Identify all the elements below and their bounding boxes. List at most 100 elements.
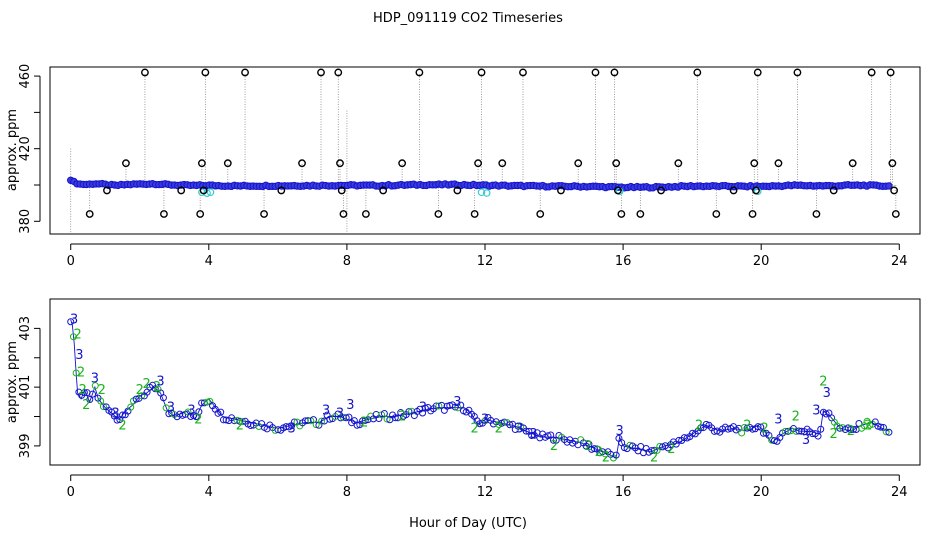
- outlier-point: [434, 210, 443, 218]
- data-point: [795, 427, 803, 435]
- data-point: [318, 417, 326, 425]
- outlier-point: [753, 68, 762, 77]
- data-point: [749, 425, 757, 433]
- outlier-point: [198, 159, 206, 168]
- data-point: [757, 423, 765, 431]
- outlier-point: [793, 68, 802, 77]
- data-point: [380, 409, 388, 417]
- outlier-point: [888, 159, 897, 168]
- overview-y-tick-label: 380: [18, 209, 33, 234]
- data-point: [675, 436, 683, 444]
- outlier-point: [379, 186, 388, 195]
- outlier-point: [260, 210, 268, 218]
- outlier-point: [415, 68, 424, 77]
- point-label: 2: [360, 415, 368, 430]
- outlier-point: [617, 210, 626, 218]
- outlier-point: [474, 159, 482, 168]
- point-label: 2: [82, 398, 90, 413]
- outlier-point: [160, 210, 168, 218]
- outlier-point: [748, 210, 757, 218]
- data-point: [162, 404, 170, 412]
- data-point: [590, 445, 598, 453]
- point-label: 3: [812, 404, 820, 419]
- outlier-point: [196, 210, 205, 218]
- outlier-point: [774, 159, 783, 168]
- detail-x-tick-label: 24: [891, 485, 908, 500]
- data-point: [585, 440, 593, 448]
- data-point: [457, 401, 465, 409]
- data-point: [138, 392, 146, 400]
- data-point: [885, 428, 893, 436]
- outlier-point: [177, 186, 186, 195]
- outlier-point: [317, 68, 325, 77]
- data-point: [301, 417, 309, 425]
- overview-panel: 0 4 8 12 16 20 24 380 420 460 approx. ppm: [5, 64, 921, 269]
- overview-x-tick-label: 8: [343, 254, 351, 269]
- outlier-point: [85, 210, 94, 218]
- outlier-point: [891, 210, 900, 218]
- outlier-point: [334, 68, 343, 77]
- data-point: [792, 427, 800, 435]
- outlier-point: [223, 159, 232, 168]
- point-label: 3: [616, 424, 624, 439]
- data-point: [86, 395, 94, 403]
- point-label: 3: [823, 386, 831, 401]
- data-point: [337, 414, 345, 422]
- outlier-point: [829, 186, 838, 195]
- data-point: [697, 424, 705, 432]
- point-label: 3: [75, 348, 83, 363]
- detail-plot-frame: [49, 298, 921, 466]
- overview-outliers: [85, 68, 900, 218]
- outlier-point: [890, 186, 899, 195]
- cyan-point: [206, 188, 215, 197]
- data-point: [656, 442, 664, 450]
- point-label: 2: [667, 442, 675, 457]
- point-label: 3: [111, 407, 119, 422]
- data-point: [500, 418, 508, 426]
- point-label: 3: [336, 407, 344, 422]
- point-label: 2: [471, 421, 479, 436]
- detail-x-tick-label: 20: [753, 485, 770, 500]
- outlier-point: [752, 186, 760, 195]
- detail-x-tick-label: 8: [343, 485, 351, 500]
- chart-title: HDP_091119 CO2 Timeseries: [373, 11, 563, 26]
- data-point: [236, 417, 244, 425]
- data-point: [383, 415, 391, 423]
- point-label: 2: [495, 421, 503, 436]
- data-point: [345, 413, 353, 421]
- data-point: [89, 390, 97, 398]
- point-label: 2: [143, 377, 151, 392]
- point-label: 3: [187, 404, 195, 419]
- data-point: [290, 418, 298, 426]
- point-label: 2: [595, 445, 603, 460]
- outlier-point: [636, 210, 645, 218]
- outlier-point: [398, 159, 407, 168]
- point-label: 3: [802, 433, 810, 448]
- outlier-point: [298, 159, 306, 168]
- data-point: [132, 395, 140, 403]
- cyan-point: [477, 188, 486, 197]
- outlier-point: [848, 159, 857, 168]
- data-point: [877, 423, 885, 431]
- point-label: 3: [322, 404, 330, 419]
- outlier-point: [886, 68, 895, 77]
- data-point: [648, 447, 656, 455]
- detail-y-axis: 399 401 403: [18, 316, 41, 458]
- data-point: [770, 437, 778, 445]
- outlier-point: [470, 210, 479, 218]
- outlier-point: [867, 68, 876, 77]
- data-point: [97, 397, 105, 405]
- point-label: 2: [584, 439, 592, 454]
- overview-x-tick-label: 12: [477, 254, 494, 269]
- data-point: [326, 415, 334, 423]
- point-label: 3: [453, 395, 461, 410]
- data-point: [626, 441, 634, 449]
- outlier-point: [729, 186, 738, 195]
- detail-x-tick-label: 12: [477, 485, 494, 500]
- data-point: [353, 421, 361, 429]
- point-label: 3: [346, 398, 354, 413]
- outlier-point: [339, 210, 348, 218]
- outlier-point: [693, 68, 702, 77]
- cyan-point: [482, 189, 491, 197]
- point-label: 2: [864, 418, 872, 433]
